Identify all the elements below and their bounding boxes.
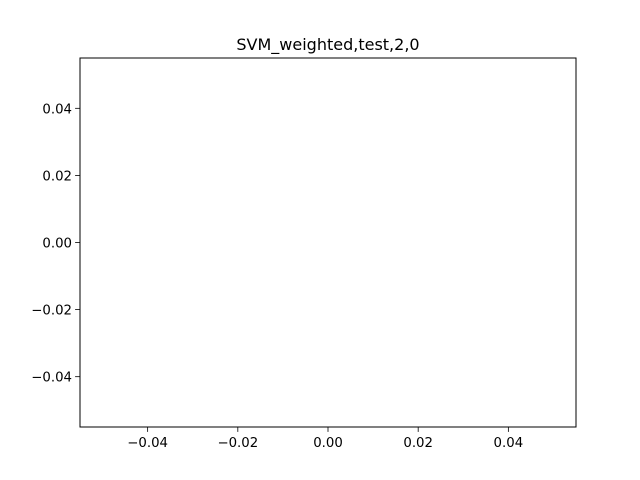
y-tick-label: 0.02: [42, 169, 72, 184]
x-tick-label: −0.02: [217, 436, 258, 451]
y-tick-label: −0.02: [31, 304, 72, 319]
y-tick-label: −0.04: [31, 371, 72, 386]
x-tick-label: 0.02: [403, 436, 433, 451]
x-tick-label: −0.04: [127, 436, 168, 451]
chart-title: SVM_weighted,test,2,0: [236, 35, 419, 55]
x-tick-label: 0.04: [494, 436, 524, 451]
x-tick-label: 0.00: [313, 436, 343, 451]
y-axis: −0.04 −0.02 0.00 0.02 0.04: [31, 102, 80, 386]
y-tick-label: 0.00: [42, 237, 72, 252]
x-axis: −0.04 −0.02 0.00 0.02 0.04: [127, 427, 523, 451]
plot-area: [79, 57, 577, 428]
y-tick-label: 0.04: [42, 102, 72, 117]
